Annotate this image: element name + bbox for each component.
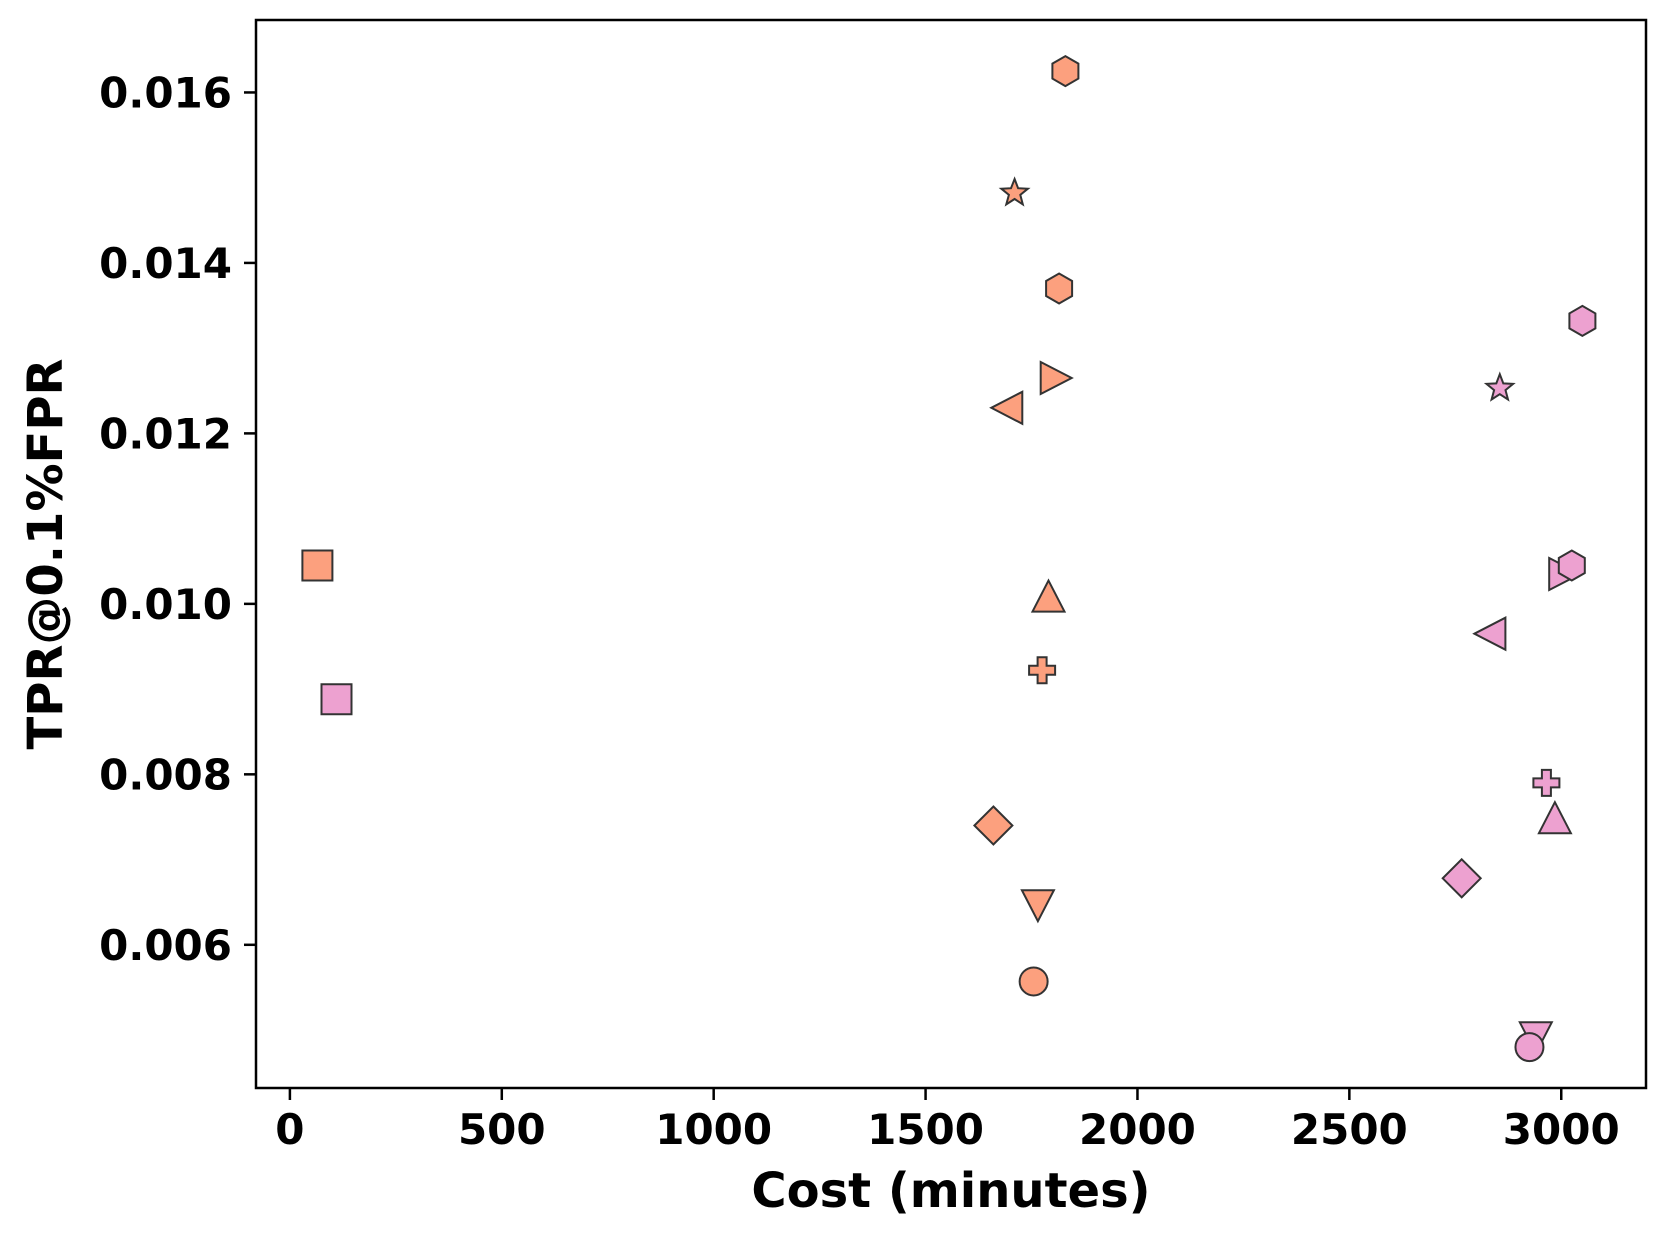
y-axis-ticks: 0.006 0.008 0.010 0.012 0.014 0.016 xyxy=(99,68,256,970)
data-point-square xyxy=(301,549,334,582)
x-tick-label: 1000 xyxy=(655,1105,772,1154)
data-point-circle xyxy=(1018,966,1049,997)
data-point-triangle-up xyxy=(1030,578,1067,613)
x-axis-title: Cost (minutes) xyxy=(751,1163,1150,1219)
y-tick-label: 0.006 xyxy=(99,921,232,970)
y-tick-label: 0.014 xyxy=(99,239,232,288)
data-point-star xyxy=(1483,371,1516,402)
x-tick-label: 3000 xyxy=(1503,1105,1620,1154)
data-point-triangle-down xyxy=(1020,889,1056,924)
data-point-circle xyxy=(1514,1032,1545,1063)
data-point-triangle-left xyxy=(989,390,1024,426)
data-point-star xyxy=(998,176,1031,207)
data-point-plus xyxy=(1532,768,1561,797)
data-point-diamond xyxy=(972,805,1014,846)
data-point-triangle-left xyxy=(1472,616,1507,652)
y-axis-title: TPR@0.1%FPR xyxy=(18,359,74,750)
data-point-hexagon xyxy=(1568,304,1597,338)
data-point-triangle-right xyxy=(1039,360,1074,396)
data-point-hexagon xyxy=(1051,54,1080,88)
x-tick-label: 500 xyxy=(458,1105,546,1154)
data-point-square xyxy=(320,683,353,716)
y-tick-label: 0.010 xyxy=(99,580,232,629)
x-tick-label: 2000 xyxy=(1079,1105,1196,1154)
data-point-diamond xyxy=(1441,857,1483,899)
y-tick-label: 0.016 xyxy=(99,68,232,117)
data-point-triangle-up xyxy=(1537,800,1573,835)
plot-area-frame xyxy=(254,18,1648,1090)
y-tick-label: 0.008 xyxy=(99,750,232,799)
x-axis-ticks: 0 500 1000 1500 2000 2500 3000 xyxy=(275,1088,1620,1154)
data-points xyxy=(301,54,1597,1063)
data-point-hexagon xyxy=(1045,272,1074,305)
data-point-plus xyxy=(1028,656,1057,685)
x-tick-label: 0 xyxy=(275,1105,304,1154)
y-tick-label: 0.012 xyxy=(99,409,232,458)
data-point-hexagon xyxy=(1557,549,1586,582)
x-tick-label: 1500 xyxy=(867,1105,984,1154)
x-tick-label: 2500 xyxy=(1291,1105,1408,1154)
